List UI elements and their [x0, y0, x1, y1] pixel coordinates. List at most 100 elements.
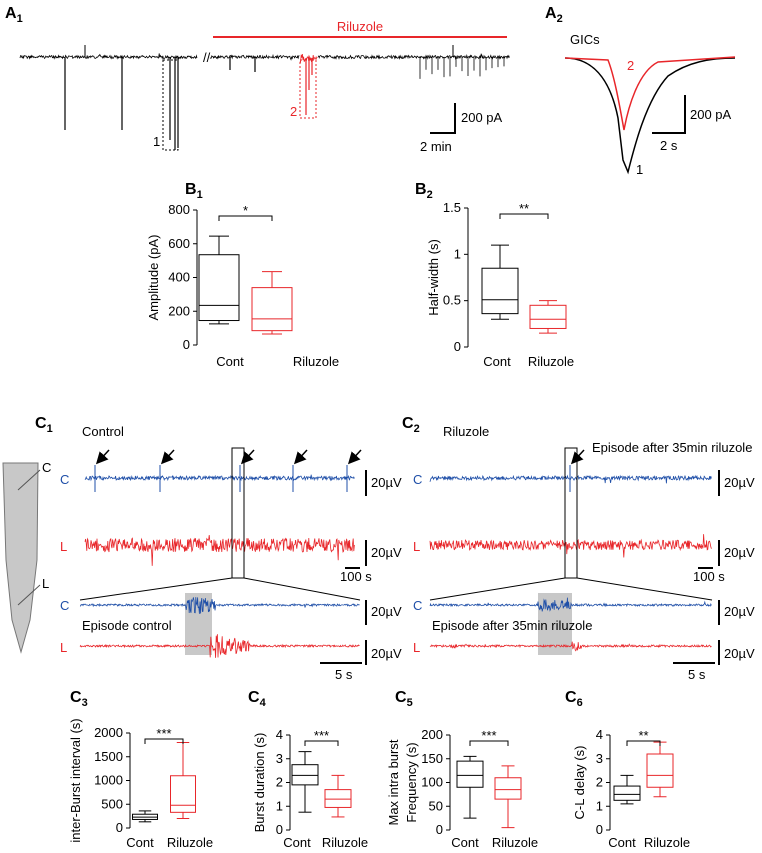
y-tick-label: 0: [436, 822, 443, 837]
panel-letter: C: [565, 689, 577, 706]
channel-label: L: [60, 539, 67, 554]
panel-index: 4: [260, 697, 267, 709]
arrow: [347, 449, 362, 465]
y-tick-label: 0.5: [443, 293, 461, 308]
panel-index: 2: [427, 189, 433, 201]
arrow: [95, 449, 110, 465]
significance-bracket: [626, 740, 661, 746]
y-tick-label: 4: [276, 727, 283, 742]
trace-label: 2: [627, 58, 634, 73]
episode-label: Episode after 35min riluzole: [432, 618, 592, 633]
y-tick-label: 800: [168, 202, 190, 217]
x-tick-label: Riluzole: [322, 835, 368, 850]
x-tick-label: Cont: [126, 835, 154, 850]
drug-label: Riluzole: [337, 19, 383, 34]
event-box: [299, 59, 317, 119]
arrow: [240, 449, 255, 465]
trace-label: 1: [636, 162, 643, 177]
scale-label: 20µV: [724, 604, 755, 619]
box: [646, 753, 674, 788]
trace: [19, 53, 198, 61]
panel-letter: B: [185, 181, 197, 198]
box: [613, 785, 641, 801]
zoom-line: [429, 577, 566, 601]
y-tick-label: 0: [596, 822, 603, 837]
scale-label: 20µV: [724, 475, 755, 490]
trace: [84, 534, 355, 566]
trace: [429, 534, 712, 558]
panel-label: A2: [545, 5, 563, 25]
box: [324, 789, 352, 808]
channel-label: C: [413, 472, 422, 487]
scale-label: 20µV: [724, 545, 755, 560]
zoom-box: [564, 447, 578, 579]
trace: [429, 474, 712, 484]
significance-bracket: [144, 738, 184, 744]
scale-label: 2 min: [420, 139, 452, 154]
panel-index: 3: [82, 697, 88, 709]
arrow: [293, 449, 308, 465]
panel-index: 6: [577, 697, 583, 709]
event-label: 1: [153, 134, 160, 149]
arrow: [160, 449, 175, 465]
significance-bracket: [499, 213, 549, 219]
electrode: [17, 469, 41, 491]
y-axis-label: Burst duration (s): [252, 733, 267, 833]
panel-letter: B: [415, 181, 427, 198]
panel-letter: C: [248, 689, 260, 706]
spinal-cord: [2, 462, 39, 654]
scale-label: 200 pA: [690, 107, 732, 122]
scale-label: 20µV: [371, 545, 402, 560]
panel-letter: C: [395, 689, 407, 706]
y-tick-label: 1: [276, 798, 283, 813]
channel-label: C: [413, 598, 422, 613]
y-tick-label: 4: [596, 727, 603, 742]
panel-index: 5: [407, 697, 413, 709]
y-tick-label: 600: [168, 236, 190, 251]
scale-label: 20µV: [371, 604, 402, 619]
y-tick-label: 200: [421, 727, 443, 742]
y-tick-label: 0: [454, 339, 461, 354]
box: [198, 254, 240, 322]
panel-index: 1: [197, 189, 203, 201]
y-tick-label: 100: [421, 775, 443, 790]
trace: [564, 57, 736, 175]
y-tick-label: 0: [183, 337, 190, 352]
y-tick-label: 400: [168, 270, 190, 285]
y-tick-label: 1: [596, 798, 603, 813]
y-axis-label: inter-Burst interval (s): [68, 718, 83, 842]
y-tick-label: 50: [429, 798, 443, 813]
x-tick-label: Riluzole: [293, 354, 339, 369]
significance-label: ***: [314, 728, 329, 743]
x-tick-label: Riluzole: [492, 835, 538, 850]
box: [291, 764, 319, 786]
zoom-line: [576, 577, 713, 601]
y-tick-label: 200: [168, 303, 190, 318]
traces: [19, 45, 736, 665]
y-axis-label: Max intra burst: [386, 739, 401, 825]
y-tick-label: 2000: [94, 725, 123, 740]
episode-label: Episode control: [82, 618, 172, 633]
trace: [317, 53, 510, 60]
significance-label: ***: [156, 726, 171, 741]
condition-title: Control: [82, 424, 124, 439]
y-tick-label: 500: [101, 796, 123, 811]
panel-label: C2: [402, 415, 420, 435]
y-tick-label: 2: [596, 775, 603, 790]
trace: [84, 474, 355, 482]
panel-letter: C: [70, 689, 82, 706]
significance-bracket: [304, 740, 339, 746]
y-tick-label: 1000: [94, 773, 123, 788]
panel-label: C4: [248, 689, 267, 709]
x-tick-label: Cont: [216, 354, 244, 369]
y-tick-label: 2: [276, 775, 283, 790]
scale-label: 2 s: [660, 138, 678, 153]
y-tick-label: 1.5: [443, 200, 461, 215]
scale-label: 20µV: [371, 646, 402, 661]
y-axis-label: C-L delay (s): [572, 746, 587, 820]
y-axis-label: Amplitude (pA): [146, 235, 161, 321]
scale-label: 20µV: [371, 475, 402, 490]
arrow: [570, 449, 585, 465]
zoom-box: [231, 447, 245, 579]
